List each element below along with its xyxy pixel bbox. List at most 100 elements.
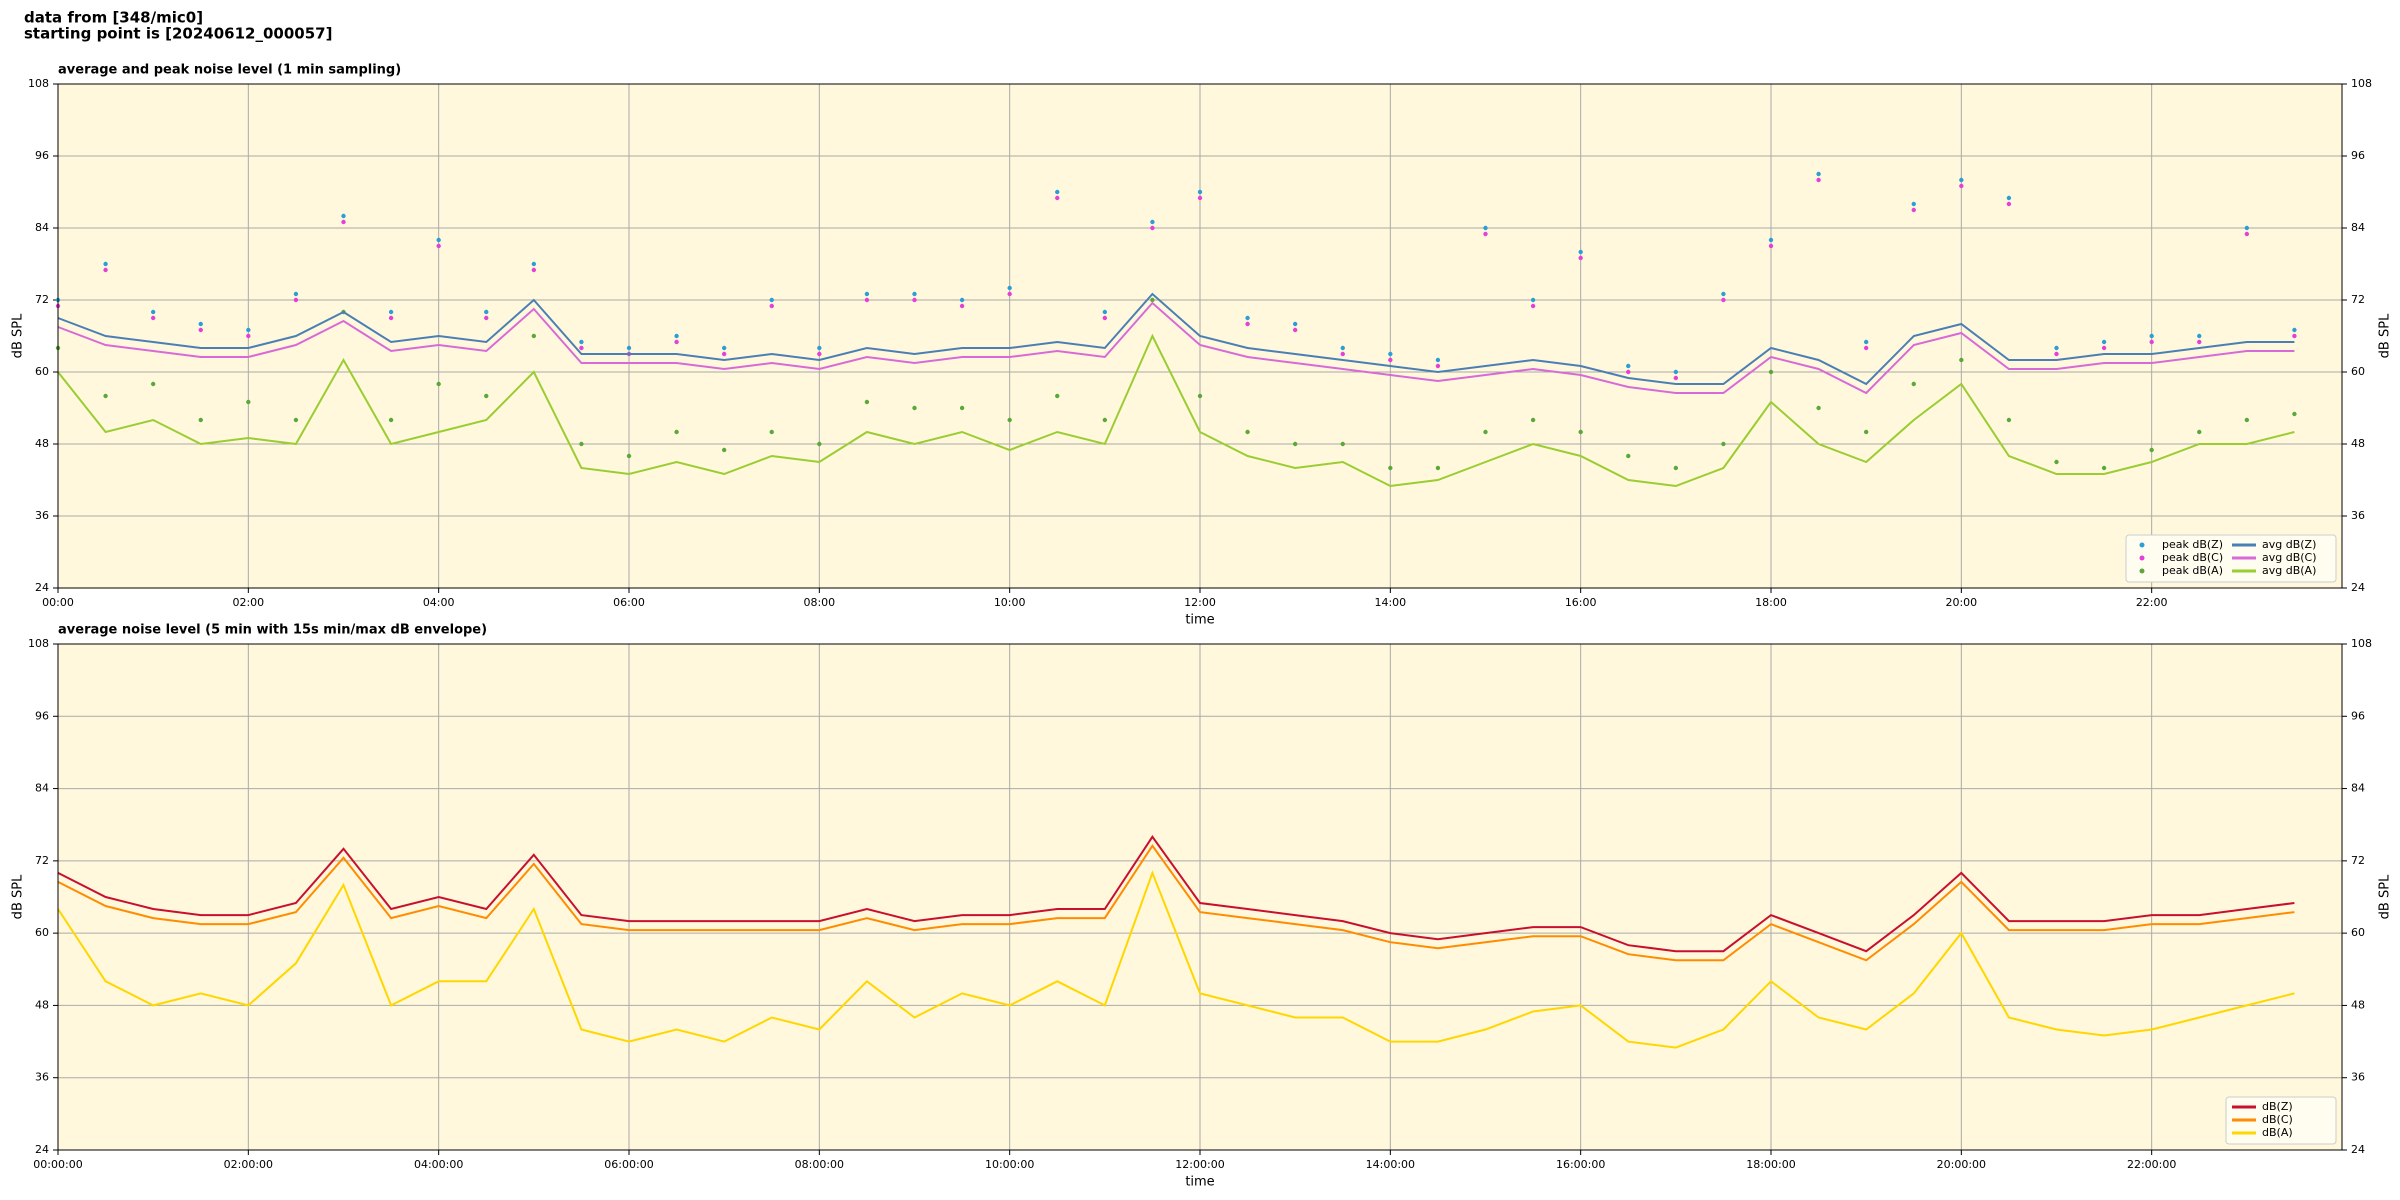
peak-point (1435, 357, 1441, 363)
peak-point (293, 291, 299, 297)
peak-point (2054, 459, 2059, 465)
peak-point (1340, 345, 1345, 351)
peak-point (1150, 297, 1155, 303)
series-line (57, 292, 2295, 386)
peak-point (531, 267, 537, 273)
peak-point (1150, 219, 1155, 225)
peak-point (1578, 255, 1583, 261)
peak-point (1626, 369, 1631, 375)
legend-label: peak dB(Z) (2162, 538, 2223, 551)
legend-marker (2139, 568, 2145, 574)
y2-tick-label: 24 (2351, 581, 2365, 594)
x-tick-label: 20:00 (1945, 596, 1977, 609)
peak-point (484, 393, 489, 399)
peak-point (2006, 201, 2012, 207)
peak-point (198, 327, 203, 333)
peak-point (1435, 465, 1441, 471)
peak-point (2054, 345, 2059, 351)
x-tick-label: 20:00:00 (1937, 1158, 1986, 1171)
peak-point (817, 351, 822, 357)
y2-axis-label: dB SPL (2378, 874, 2393, 919)
peak-point (246, 399, 251, 405)
peak-point (579, 345, 584, 351)
peak-point (246, 327, 251, 333)
peak-point (388, 315, 394, 321)
peak-point (1483, 429, 1488, 435)
y-tick-label: 24 (35, 581, 49, 594)
peak-point (1197, 195, 1203, 201)
peak-point (1388, 465, 1393, 471)
peak-point (1483, 231, 1488, 237)
y2-tick-label: 48 (2351, 437, 2365, 450)
y2-tick-label: 36 (2351, 1071, 2365, 1084)
peak-point (959, 405, 965, 411)
x-tick-label: 14:00 (1374, 596, 1406, 609)
peak-point (1959, 183, 1964, 189)
x-tick-label: 02:00:00 (224, 1158, 273, 1171)
y2-tick-label: 108 (2351, 77, 2372, 90)
x-tick-label: 18:00:00 (1746, 1158, 1795, 1171)
peak-point (1768, 237, 1774, 243)
y-tick-label: 60 (35, 365, 49, 378)
peak-point (769, 297, 774, 303)
peak-point (579, 339, 584, 345)
peak-point (1197, 189, 1203, 195)
peak-point (1292, 327, 1298, 333)
peak-point (817, 441, 822, 447)
peak-point (1435, 363, 1441, 369)
peak-point (674, 339, 679, 345)
peak-point (1768, 243, 1774, 249)
peak-point (579, 441, 584, 447)
peak-point (1245, 429, 1250, 435)
y2-tick-label: 84 (2351, 221, 2365, 234)
x-tick-label: 00:00 (42, 596, 74, 609)
peak-point (2197, 333, 2202, 339)
series-line (57, 835, 2295, 953)
peak-point (959, 297, 965, 303)
x-tick-label: 14:00:00 (1366, 1158, 1415, 1171)
peak-point (769, 303, 774, 309)
peak-point (1530, 297, 1536, 303)
peak-point (293, 297, 299, 303)
peak-point (817, 345, 822, 351)
y-tick-label: 84 (35, 782, 49, 795)
peak-point (341, 213, 346, 219)
peak-point (959, 303, 965, 309)
x-tick-label: 02:00 (232, 596, 264, 609)
y2-tick-label: 60 (2351, 926, 2365, 939)
peak-point (1483, 225, 1488, 231)
peak-point (1816, 177, 1821, 183)
peak-point (436, 237, 441, 243)
peak-point (484, 315, 489, 321)
peak-point (1959, 357, 1964, 363)
peak-point (1721, 291, 1726, 297)
peak-point (1863, 429, 1869, 435)
peak-point (1721, 441, 1726, 447)
legend-label: avg dB(C) (2262, 551, 2317, 564)
peak-point (2197, 429, 2202, 435)
peak-point (103, 261, 108, 267)
peak-point (1959, 177, 1964, 183)
peak-point (721, 447, 727, 453)
peak-point (1863, 339, 1869, 345)
peak-point (150, 309, 156, 315)
y-tick-label: 72 (35, 854, 49, 867)
x-tick-label: 08:00 (803, 596, 835, 609)
peak-point (1530, 303, 1536, 309)
peak-point (436, 243, 441, 249)
y2-tick-label: 96 (2351, 709, 2365, 722)
y2-tick-label: 36 (2351, 509, 2365, 522)
peak-point (1102, 309, 1108, 315)
peak-point (864, 297, 870, 303)
peak-point (1055, 393, 1060, 399)
series-line (57, 870, 2295, 1049)
peak-point (198, 417, 203, 423)
series-line (57, 333, 2295, 488)
legend (2125, 534, 2337, 583)
peak-point (1673, 375, 1679, 381)
peak-point (912, 405, 917, 411)
x-tick-label: 18:00 (1755, 596, 1787, 609)
peak-point (864, 291, 870, 297)
y-tick-label: 36 (35, 509, 49, 522)
peak-point (1863, 345, 1869, 351)
